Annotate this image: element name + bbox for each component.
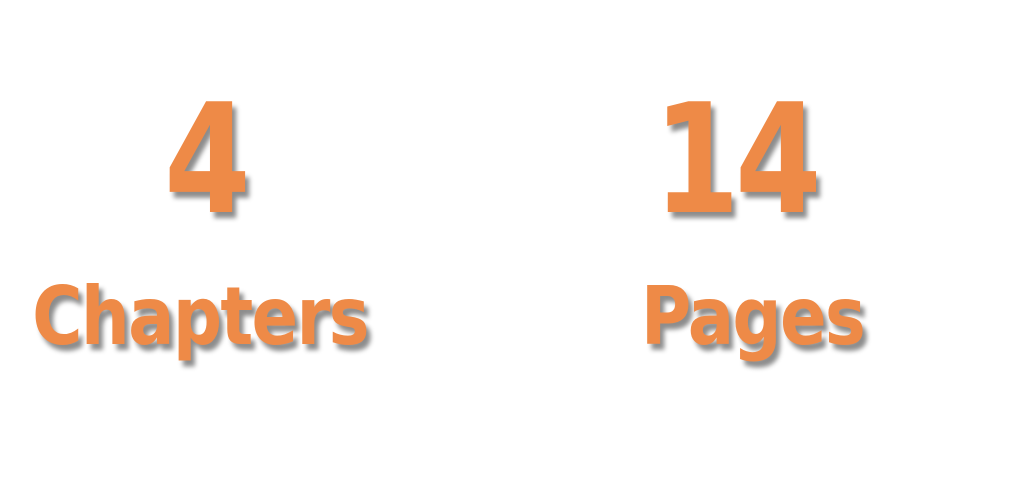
- pages-stat: 14 Pages: [500, 0, 1010, 499]
- chapters-count: 4: [164, 71, 251, 248]
- pages-label: Pages: [640, 270, 866, 363]
- chapters-label: Chapters: [32, 270, 370, 363]
- pages-count: 14: [653, 71, 822, 248]
- chapters-stat: 4 Chapters: [0, 0, 410, 499]
